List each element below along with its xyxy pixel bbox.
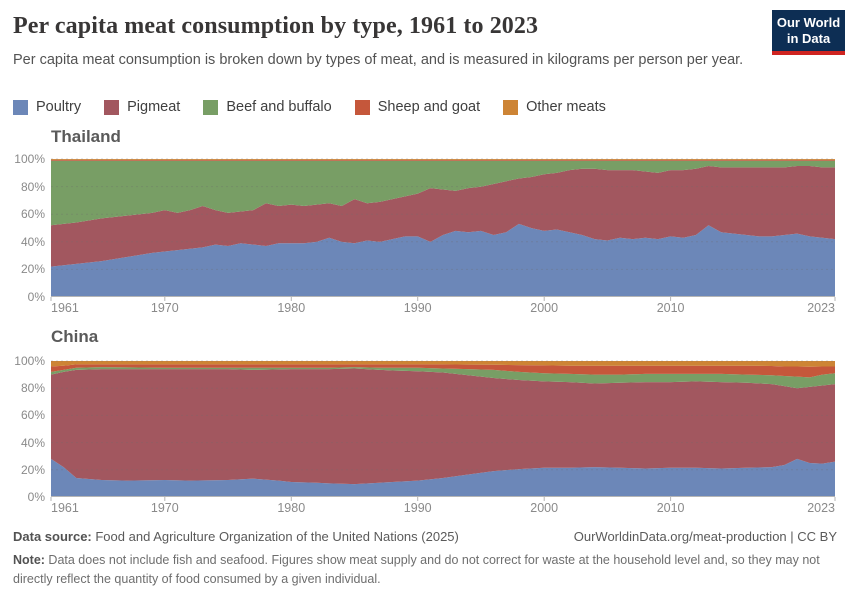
legend-swatch-poultry bbox=[13, 99, 28, 115]
area-pigmeat[interactable] bbox=[51, 166, 835, 267]
page-subtitle: Per capita meat consumption is broken do… bbox=[13, 52, 744, 68]
legend-label: Sheep and goat bbox=[377, 99, 481, 115]
legend-label: Beef and buffalo bbox=[226, 99, 332, 115]
legend-swatch-other-meats bbox=[503, 99, 519, 115]
y-tick-label-100: 100% bbox=[14, 354, 45, 368]
x-tick-label-1961: 1961 bbox=[51, 501, 79, 515]
area-beef-and-buffalo[interactable] bbox=[51, 160, 835, 226]
area-sheep-and-goat[interactable] bbox=[51, 159, 835, 161]
footnote-text: Data does not include fish and seafood. … bbox=[13, 553, 820, 586]
y-tick-label-20: 20% bbox=[20, 462, 45, 477]
legend-item-sheep-and-goat[interactable]: Sheep and goat bbox=[354, 99, 481, 115]
thailand-stacked-area-chart[interactable] bbox=[50, 158, 836, 301]
thailand-x-axis-labels: 1961 1970 1980 1990 2000 2010 2023 bbox=[51, 301, 835, 317]
legend: Poultry Pigmeat Beef and buffalo Sheep and … bbox=[13, 99, 606, 115]
legend-label: Pigmeat bbox=[127, 99, 181, 115]
footnote: Note: Data does not include fish and sea… bbox=[13, 551, 837, 589]
attribution-line: OurWorldinData.org/meat-production | CC … bbox=[574, 529, 837, 544]
chart-title-thailand: Thailand bbox=[51, 127, 121, 146]
y-tick-label-60: 60% bbox=[20, 207, 45, 222]
y-tick-label-80: 80% bbox=[20, 179, 45, 194]
china-x-axis-labels: 1961 1970 1980 1990 2000 2010 2023 bbox=[51, 501, 835, 517]
chart-title-china: China bbox=[51, 327, 99, 346]
logo-line-2: in Data bbox=[786, 30, 831, 46]
x-tick-label-2010: 2010 bbox=[656, 501, 685, 515]
y-tick-label-0: 0% bbox=[27, 490, 45, 504]
legend-label: Other meats bbox=[526, 99, 606, 115]
y-tick-label-40: 40% bbox=[20, 234, 45, 249]
data-source-line: Data source: Food and Agriculture Organi… bbox=[13, 529, 459, 544]
x-tick-label-1990: 1990 bbox=[403, 301, 432, 315]
legend-item-poultry[interactable]: Poultry bbox=[13, 99, 81, 115]
y-tick-label-60: 60% bbox=[20, 408, 45, 423]
area-pigmeat[interactable] bbox=[51, 368, 835, 485]
cc-by-link[interactable]: CC BY bbox=[797, 529, 837, 544]
legend-item-beef-and-buffalo[interactable]: Beef and buffalo bbox=[203, 99, 332, 115]
y-tick-label-40: 40% bbox=[20, 435, 45, 450]
legend-item-other-meats[interactable]: Other meats bbox=[503, 99, 606, 115]
x-tick-label-1980: 1980 bbox=[277, 301, 306, 315]
y-tick-label-100: 100% bbox=[14, 152, 45, 166]
legend-item-pigmeat[interactable]: Pigmeat bbox=[104, 99, 180, 115]
area-other-meats[interactable] bbox=[51, 361, 835, 367]
area-poultry[interactable] bbox=[51, 223, 835, 297]
thailand-y-axis-labels: 0% 20% 40% 60% 80% 100% bbox=[0, 152, 45, 304]
data-source-text: Food and Agriculture Organization of the… bbox=[91, 529, 459, 544]
x-tick-label-2000: 2000 bbox=[530, 501, 559, 515]
legend-swatch-beef-and-buffalo bbox=[203, 99, 219, 115]
x-tick-label-1980: 1980 bbox=[277, 501, 306, 515]
area-other-meats[interactable] bbox=[51, 159, 835, 160]
legend-swatch-pigmeat bbox=[104, 99, 120, 115]
owid-url-link[interactable]: OurWorldinData.org/meat-production bbox=[573, 529, 787, 544]
area-sheep-and-goat[interactable] bbox=[51, 364, 835, 378]
legend-label: Poultry bbox=[36, 99, 82, 115]
data-source-label: Data source: bbox=[13, 529, 92, 544]
x-tick-label-2023: 2023 bbox=[807, 301, 835, 315]
china-stacked-area-chart[interactable] bbox=[50, 360, 836, 501]
legend-swatch-sheep-and-goat bbox=[354, 99, 370, 115]
owid-logo: Our World in Data bbox=[772, 10, 845, 55]
footnote-label: Note: bbox=[13, 553, 45, 567]
x-tick-label-2023: 2023 bbox=[807, 501, 835, 515]
x-tick-label-1961: 1961 bbox=[51, 301, 79, 315]
page-title: Per capita meat consumption by type, 196… bbox=[13, 13, 539, 39]
x-tick-label-1990: 1990 bbox=[403, 501, 432, 515]
logo-line-1: Our World bbox=[776, 14, 841, 30]
x-tick-label-2010: 2010 bbox=[656, 301, 685, 315]
x-tick-label-1970: 1970 bbox=[150, 301, 179, 315]
china-y-axis-labels: 0% 20% 40% 60% 80% 100% bbox=[0, 354, 45, 504]
separator: | bbox=[786, 529, 798, 544]
y-tick-label-20: 20% bbox=[20, 262, 45, 277]
y-tick-label-0: 0% bbox=[27, 290, 45, 304]
y-tick-label-80: 80% bbox=[20, 381, 45, 396]
x-tick-label-1970: 1970 bbox=[150, 501, 179, 515]
area-beef-and-buffalo[interactable] bbox=[51, 367, 835, 389]
x-tick-label-2000: 2000 bbox=[530, 301, 559, 315]
area-poultry[interactable] bbox=[51, 458, 835, 497]
